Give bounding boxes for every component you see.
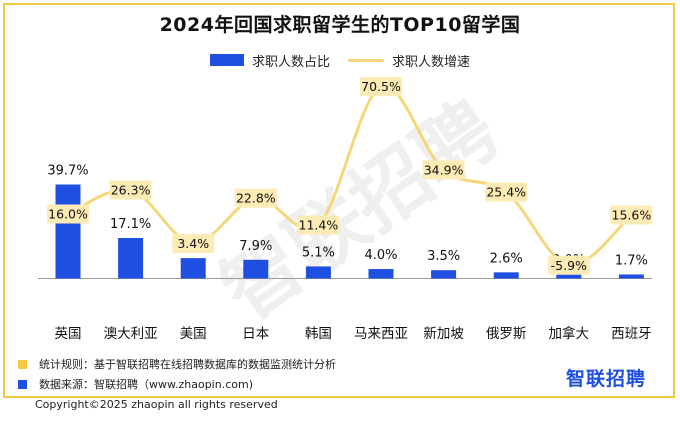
bar-value-label: 3.5%: [427, 249, 460, 264]
note-source-marker: [18, 379, 27, 389]
category-label: 俄罗斯: [486, 326, 527, 342]
chart-frame: [3, 3, 675, 398]
category-label: 澳大利亚: [104, 326, 158, 342]
line-label-box: [360, 77, 402, 97]
legend-bar-swatch: [210, 54, 244, 66]
category-label: 西班牙: [611, 326, 652, 342]
bar: [556, 273, 582, 279]
note-source: 数据来源：智联招聘（www.zhaopin.com): [18, 376, 253, 392]
bar: [618, 274, 644, 279]
line-value-label: 26.3%: [111, 182, 151, 197]
note-rule: 统计规则：基于智联招聘在线招聘数据库的数据监测统计分析: [18, 356, 336, 372]
legend-line-label: 求职人数增速: [392, 54, 471, 70]
bar-value-label: 2.6%: [490, 251, 523, 266]
bar-value-label: 39.7%: [47, 164, 88, 179]
line-label-box: [297, 215, 340, 235]
bar: [55, 184, 81, 279]
category-label: 日本: [242, 326, 269, 342]
copyright: Copyright©2025 zhaopin all rights reserv…: [35, 398, 278, 411]
line-value-label: 16.0%: [48, 207, 88, 222]
line-label-box: [234, 188, 277, 208]
category-label: 马来西亚: [354, 326, 408, 342]
bar: [431, 270, 457, 279]
bar: [493, 272, 519, 279]
bar-value-label: 7.9%: [239, 239, 272, 254]
line-value-label: 22.8%: [236, 191, 276, 206]
legend-line-swatch: [348, 58, 385, 62]
line-value-label: 15.6%: [612, 207, 652, 222]
category-label: 新加坡: [423, 326, 464, 342]
category-label: 美国: [180, 326, 207, 342]
line-value-label: 25.4%: [486, 185, 526, 200]
category-label: 韩国: [305, 326, 332, 342]
note-rule-marker: [18, 359, 27, 369]
bar: [180, 258, 206, 279]
line-label-box: [172, 234, 215, 254]
bar: [368, 269, 394, 279]
bar-value-label: 1.7%: [615, 253, 648, 268]
bar: [305, 266, 331, 279]
line-label-box: [485, 182, 528, 202]
chart-legend: 求职人数占比 求职人数增速: [210, 50, 470, 70]
bar-value-label: 4.0%: [364, 248, 397, 263]
legend-bar-label: 求职人数占比: [252, 54, 331, 70]
line-value-label: 70.5%: [361, 79, 401, 94]
line-label-box: [47, 204, 89, 224]
bar: [243, 259, 269, 279]
line-value-label: 3.4%: [177, 236, 209, 251]
note-source-text: 数据来源：智联招聘（www.zhaopin.com): [39, 378, 253, 391]
bar: [118, 238, 144, 279]
line-value-label: -5.9%: [551, 258, 587, 273]
bar-value-label: 17.1%: [110, 217, 151, 232]
line-value-label: 34.9%: [424, 162, 464, 177]
category-label: 英国: [55, 325, 82, 342]
line-label-box: [610, 205, 653, 225]
line-value-label: 11.4%: [299, 217, 339, 232]
line-label-box: [422, 160, 465, 180]
note-rule-text: 统计规则：基于智联招聘在线招聘数据库的数据监测统计分析: [39, 358, 336, 371]
chart-title: 2024年回国求职留学生的TOP10留学国: [159, 14, 521, 36]
bar-value-label: 5.1%: [302, 245, 335, 260]
category-label: 加拿大: [549, 325, 590, 342]
growth-line: [66, 84, 633, 267]
line-label-box: [109, 180, 152, 200]
zhaopin-logo: 智联招聘: [566, 368, 647, 390]
line-label-box: [547, 255, 590, 275]
